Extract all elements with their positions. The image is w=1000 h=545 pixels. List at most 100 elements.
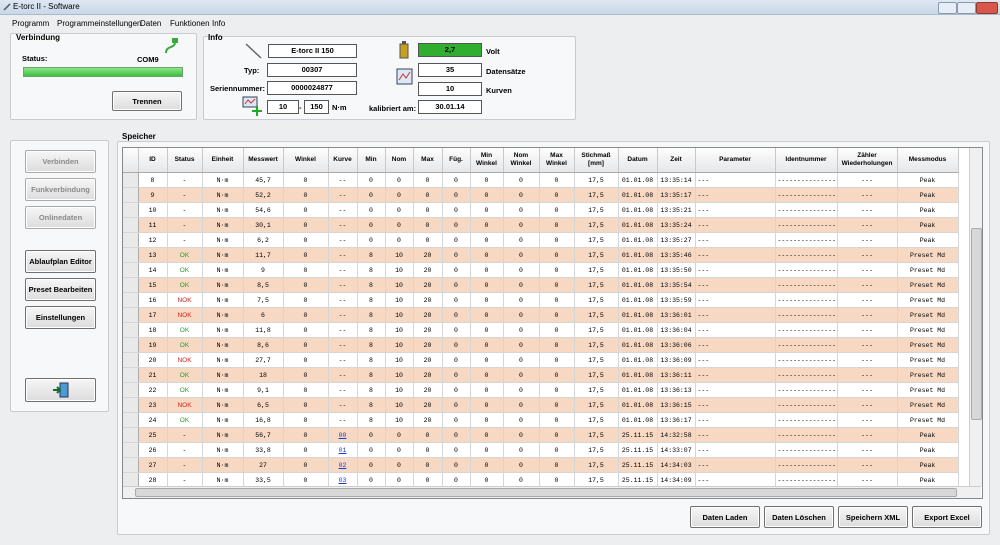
- table-cell: 0: [283, 217, 329, 233]
- menu-item[interactable]: Programm: [12, 19, 50, 28]
- table-cell: 0: [539, 367, 575, 383]
- table-cell: --: [328, 172, 358, 188]
- table-row[interactable]: 28- N·m 33,5 0 03 0 0 0 0 0 0 0 17,5 25.11.15 14:34:09…: [123, 472, 959, 488]
- table-cell: ---: [695, 382, 776, 398]
- device-field: E-torc II 150: [268, 44, 357, 58]
- table-row[interactable]: 14 OK N·m 9 0 -- 8 10 20 0 0 0 0 17,5 01.01.08 13:35:50…: [123, 262, 959, 278]
- column-header[interactable]: Datum: [618, 148, 658, 173]
- table-cell: 0: [503, 367, 540, 383]
- horizontal-scrollbar[interactable]: [123, 486, 981, 498]
- table-row[interactable]: 9- N·m 52,2 0 -- 0 0 0 0 0 0 0 17,5 01.01.08 13:35:17-…: [123, 187, 959, 203]
- table-cell: ---------------: [775, 427, 838, 443]
- column-header[interactable]: Zähler Wiederholungen: [837, 148, 898, 173]
- table-row[interactable]: 13 OK N·m 11,7 0 -- 8 10 20 0 0 0 0 17,5 01.01.08 13:35…: [123, 247, 959, 263]
- table-cell: -: [167, 427, 203, 443]
- table-cell: 0: [442, 232, 471, 248]
- table-cell: 17,5: [574, 292, 619, 308]
- table-row[interactable]: 16 NOK N·m 7,5 0 -- 8 10 20 0 0 0 0 17,5 01.01.08 13:35…: [123, 292, 959, 308]
- column-header[interactable]: Nom Winkel: [503, 148, 540, 173]
- column-header[interactable]: Max: [413, 148, 443, 173]
- table-cell: 20: [413, 277, 443, 293]
- curve-link[interactable]: 00: [328, 427, 358, 443]
- sidebar-button[interactable]: Verbinden: [25, 150, 96, 173]
- table-row[interactable]: 18 OK N·m 11,8 0 -- 8 10 20 0 0 0 0 17,5 01.01.08 13:36…: [123, 322, 959, 338]
- sidebar-button[interactable]: Einstellungen: [25, 306, 96, 329]
- table-cell: 6: [243, 307, 284, 323]
- vertical-scrollbar[interactable]: [969, 148, 982, 486]
- footer-button[interactable]: Speichern XML: [838, 506, 908, 528]
- footer-button[interactable]: Daten Laden: [690, 506, 760, 528]
- menu-item[interactable]: Daten: [140, 19, 162, 28]
- table-cell: 0: [442, 367, 471, 383]
- curve-link[interactable]: 01: [328, 442, 358, 458]
- table-cell: 0: [470, 292, 504, 308]
- column-header[interactable]: Kurve: [328, 148, 358, 173]
- sidebar-button[interactable]: Funkverbindung: [25, 178, 96, 201]
- column-header[interactable]: Messwert: [243, 148, 284, 173]
- table-row[interactable]: 10- N·m 54,6 0 -- 0 0 0 0 0 0 0 17,5 01.01.08 13:35:21…: [123, 202, 959, 218]
- table-row[interactable]: 24 OK N·m 16,8 0 -- 8 10 20 0 0 0 0 17,5 01.01.08 13:36…: [123, 412, 959, 428]
- column-header[interactable]: Einheit: [202, 148, 244, 173]
- column-header[interactable]: Parameter: [695, 148, 776, 173]
- table-cell: ---------------: [775, 322, 838, 338]
- table-row[interactable]: 11- N·m 30,1 0 -- 0 0 0 0 0 0 0 17,5 01.01.08 13:35:24…: [123, 217, 959, 233]
- table-cell: 17: [138, 307, 168, 323]
- scroll-thumb[interactable]: [135, 488, 957, 497]
- footer-button[interactable]: Export Excel: [912, 506, 982, 528]
- table-row[interactable]: 17 NOK N·m 6 0 -- 8 10 20 0 0 0 0 17,5 01.01.08 13:36:0…: [123, 307, 959, 323]
- sidebar-button[interactable]: Preset Bearbeiten: [25, 278, 96, 301]
- table-cell: ---------------: [775, 307, 838, 323]
- table-cell: 0: [470, 247, 504, 263]
- table-cell: 24: [138, 412, 168, 428]
- menu-item[interactable]: Info: [212, 19, 226, 28]
- table-row[interactable]: 20 NOK N·m 27,7 0 -- 8 10 20 0 0 0 0 17,5 01.01.08 13:3…: [123, 352, 959, 368]
- table-row[interactable]: 8- N·m 45,7 0 -- 0 0 0 0 0 0 0 17,5 01.01.08 13:35:14-…: [123, 172, 959, 188]
- table-row[interactable]: 12- N·m 6,2 0 -- 0 0 0 0 0 0 0 17,5 01.01.08 13:35:27-…: [123, 232, 959, 248]
- trennen-button[interactable]: Trennen: [112, 91, 182, 111]
- maximize-button[interactable]: [957, 2, 976, 14]
- table-row[interactable]: 21 OK N·m 18 0 -- 8 10 20 0 0 0 0 17,5 01.01.08 13:36:1…: [123, 367, 959, 383]
- column-header[interactable]: Zeit: [657, 148, 696, 173]
- curve-link[interactable]: 02: [328, 457, 358, 473]
- table-cell: --: [328, 292, 358, 308]
- table-cell: ---: [837, 442, 898, 458]
- table-cell: 0: [470, 412, 504, 428]
- table-row[interactable]: 19 OK N·m 8,6 0 -- 8 10 20 0 0 0 0 17,5 01.01.08 13:36:…: [123, 337, 959, 353]
- close-button[interactable]: [976, 2, 998, 14]
- scroll-thumb[interactable]: [971, 228, 982, 420]
- table-cell: -: [167, 217, 203, 233]
- table-cell: 15: [138, 277, 168, 293]
- sidebar-button[interactable]: Ablaufplan Editor: [25, 250, 96, 273]
- footer-button[interactable]: Daten Löschen: [764, 506, 834, 528]
- table-row[interactable]: 25- N·m 56,7 0 00 0 0 0 0 0 0 0 17,5 25.11.15 14:32:58…: [123, 427, 959, 443]
- column-header[interactable]: Status: [167, 148, 203, 173]
- table-cell: ---: [695, 427, 776, 443]
- column-header[interactable]: Füg.: [442, 148, 471, 173]
- menu-item[interactable]: Programmeinstellungen: [57, 19, 142, 28]
- column-header[interactable]: Winkel: [283, 148, 329, 173]
- row-gutter: [123, 262, 139, 278]
- column-header[interactable]: Min: [357, 148, 386, 173]
- table-cell: 25.11.15: [618, 457, 658, 473]
- column-header[interactable]: ID: [138, 148, 168, 173]
- table-row[interactable]: 23 NOK N·m 6,5 0 -- 8 10 20 0 0 0 0 17,5 01.01.08 13:36…: [123, 397, 959, 413]
- table-cell: 8: [357, 292, 386, 308]
- column-header[interactable]: Identnummer: [775, 148, 838, 173]
- table-row[interactable]: 15 OK N·m 8,5 0 -- 8 10 20 0 0 0 0 17,5 01.01.08 13:35:…: [123, 277, 959, 293]
- table-row[interactable]: 27- N·m 27 0 02 0 0 0 0 0 0 0 17,5 25.11.15 14:34:03 --…: [123, 457, 959, 473]
- table-row[interactable]: 26- N·m 33,8 0 01 0 0 0 0 0 0 0 17,5 25.11.15 14:33:07…: [123, 442, 959, 458]
- table-cell: 14:34:03: [657, 457, 696, 473]
- column-header[interactable]: Min Winkel: [470, 148, 504, 173]
- table-cell: 0: [539, 457, 575, 473]
- minimize-button[interactable]: [938, 2, 957, 14]
- table-row[interactable]: 22 OK N·m 9,1 0 -- 8 10 20 0 0 0 0 17,5 01.01.08 13:36:…: [123, 382, 959, 398]
- column-header[interactable]: Messmodus: [897, 148, 959, 173]
- column-header[interactable]: Nom: [385, 148, 414, 173]
- column-header[interactable]: Max Winkel: [539, 148, 575, 173]
- table-cell: 0: [283, 307, 329, 323]
- column-header[interactable]: Stichmaß [mm]: [574, 148, 619, 173]
- table-cell: 17,5: [574, 172, 619, 188]
- menu-item[interactable]: Funktionen: [170, 19, 210, 28]
- exit-button[interactable]: [25, 378, 96, 402]
- sidebar-button[interactable]: Onlinedaten: [25, 206, 96, 229]
